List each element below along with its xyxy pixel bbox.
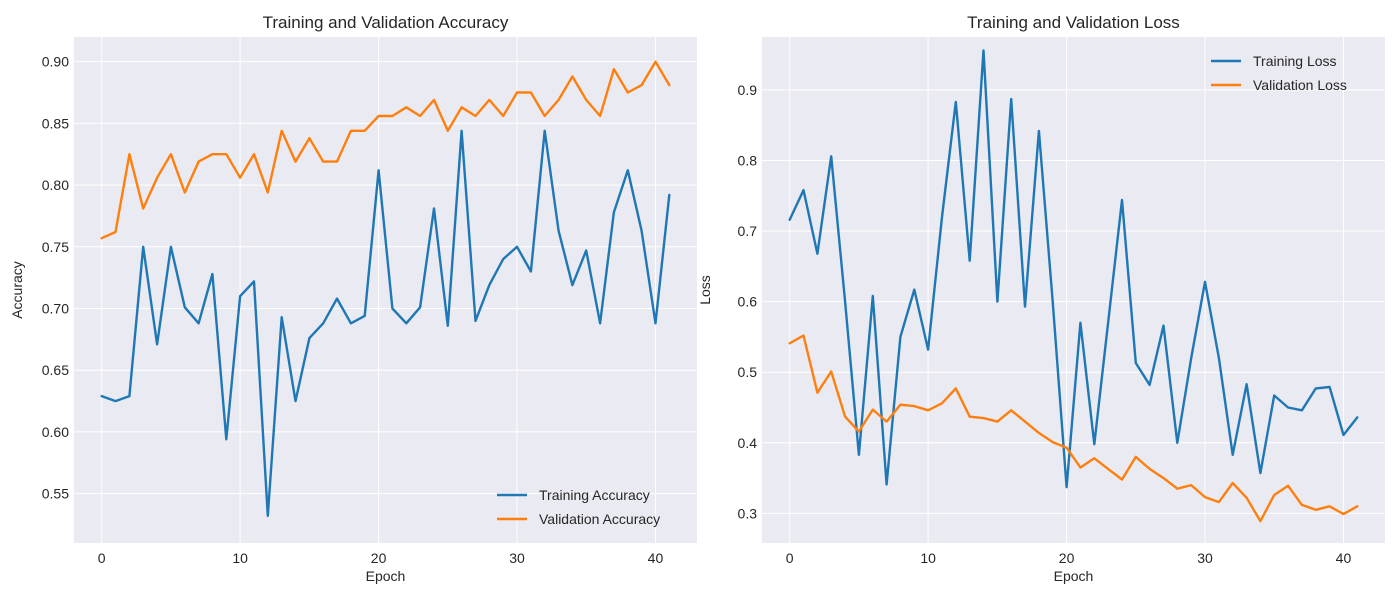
y-tick-label: 0.6 — [738, 294, 758, 310]
chart-panel-accuracy: 0 10 20 30 40 0.55 0.60 0.65 0.70 0.75 0.80 0.85 0.9… — [9, 13, 697, 584]
legend-label: Training Accuracy — [539, 487, 650, 503]
x-axis-label: Epoch — [366, 568, 406, 584]
x-tick-label: 40 — [1336, 550, 1352, 566]
y-tick-label: 0.90 — [42, 54, 69, 70]
legend-label: Training Loss — [1253, 53, 1337, 69]
legend: Training Accuracy Validation Accuracy — [497, 487, 660, 527]
x-tick-label: 20 — [371, 550, 387, 566]
x-axis-label: Epoch — [1054, 568, 1094, 584]
y-tick-label: 0.55 — [42, 486, 69, 502]
chart-panel-loss: 0 10 20 30 40 0.3 0.4 0.5 0.6 0.7 0.8 0.9 Training a… — [697, 13, 1385, 584]
x-tick-label: 30 — [1197, 550, 1213, 566]
y-tick-label: 0.3 — [738, 505, 758, 521]
y-tick-label: 0.75 — [42, 239, 69, 255]
y-tick-label: 0.60 — [42, 424, 69, 440]
y-axis-label: Accuracy — [9, 261, 25, 319]
y-tick-label: 0.80 — [42, 177, 69, 193]
series-line-validation-loss — [788, 334, 1359, 523]
series-line-validation-accuracy — [100, 60, 671, 240]
series-line-training-loss — [788, 49, 1359, 489]
legend-label: Validation Loss — [1253, 77, 1347, 93]
y-tick-label: 0.9 — [738, 82, 758, 98]
x-tick-label: 0 — [786, 550, 794, 566]
y-tick-label: 0.7 — [738, 223, 758, 239]
legend: Training Loss Validation Loss — [1211, 53, 1347, 93]
series-line-training-accuracy — [100, 129, 671, 517]
plot-area — [762, 37, 1385, 543]
x-tick-label: 10 — [232, 550, 248, 566]
y-tick-label: 0.5 — [738, 364, 758, 380]
x-tick-label: 0 — [98, 550, 106, 566]
x-tick-label: 20 — [1059, 550, 1075, 566]
x-tick-label: 10 — [920, 550, 936, 566]
x-tick-label: 30 — [509, 550, 525, 566]
y-tick-label: 0.85 — [42, 115, 69, 131]
y-tick-label: 0.8 — [738, 153, 758, 169]
y-tick-label: 0.70 — [42, 301, 69, 317]
chart-title: Training and Validation Loss — [967, 13, 1180, 32]
x-tick-label: 40 — [648, 550, 664, 566]
y-tick-label: 0.4 — [738, 435, 758, 451]
y-tick-label: 0.65 — [42, 362, 69, 378]
y-axis-label: Loss — [697, 275, 713, 305]
legend-label: Validation Accuracy — [539, 511, 660, 527]
chart-title: Training and Validation Accuracy — [263, 13, 509, 32]
